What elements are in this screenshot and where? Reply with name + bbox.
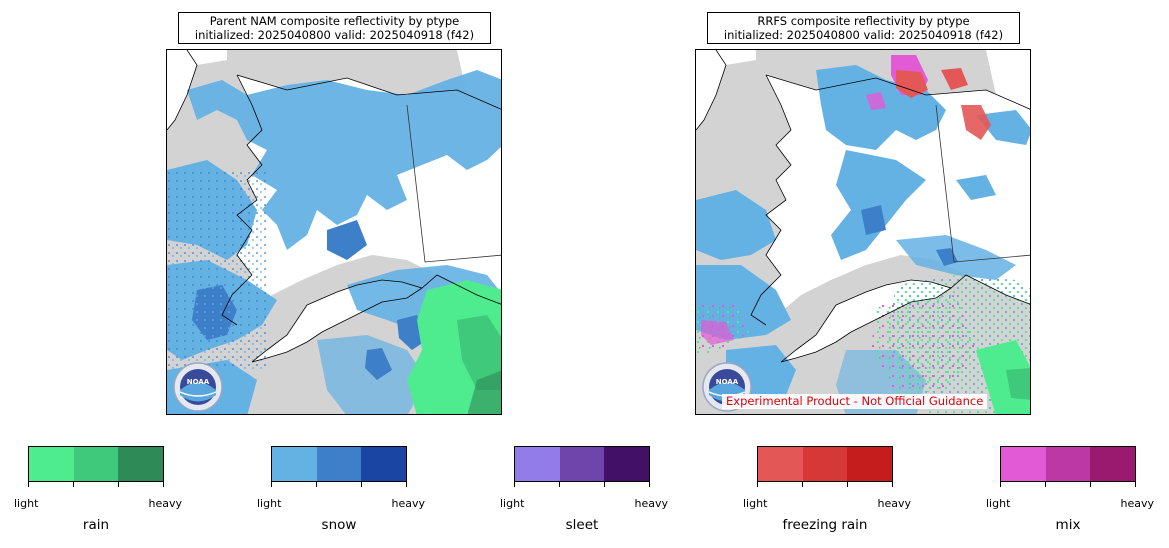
legend-snow-heavy-swatch xyxy=(361,447,407,481)
legend-sleet-heavy-swatch xyxy=(604,447,650,481)
legend-freezing-rain: light heavy freezing rain xyxy=(743,446,911,536)
legend-rain-light-swatch xyxy=(29,447,74,481)
legend-snow-moderate-swatch xyxy=(316,447,362,481)
nam-map: NOAA xyxy=(166,49,502,415)
legend-mix: light heavy mix xyxy=(986,446,1154,536)
left-panel-title: Parent NAM composite reflectivity by pty… xyxy=(178,12,491,44)
legend-freezing-rain-heavy-swatch xyxy=(847,447,893,481)
legend-sleet: light heavy sleet xyxy=(500,446,668,536)
rrfs-map: NOAA Experimental Product - Not Official… xyxy=(695,49,1031,415)
legend-freezing-rain-colorbar xyxy=(757,446,893,482)
legend-mix-heavy-swatch xyxy=(1090,447,1136,481)
svg-text:NOAA: NOAA xyxy=(716,378,739,386)
legend-sleet-moderate-swatch xyxy=(559,447,605,481)
legend-rain-colorbar xyxy=(28,446,164,482)
legend-rain-moderate-swatch xyxy=(73,447,119,481)
experimental-disclaimer: Experimental Product - Not Official Guid… xyxy=(722,394,988,409)
legend-mix-heavy-label: heavy xyxy=(1120,497,1155,510)
legend-rain: light heavy rain xyxy=(14,446,182,536)
legend-mix-light-label: light xyxy=(986,497,1011,510)
legend-sleet-light-label: light xyxy=(500,497,525,510)
legend-rain-title: rain xyxy=(82,517,110,533)
svg-text:NOAA: NOAA xyxy=(187,378,210,386)
legend-snow-colorbar xyxy=(271,446,407,482)
legend-rain-heavy-swatch xyxy=(118,447,164,481)
legend-freezing-rain-light-swatch xyxy=(758,447,803,481)
legend-freezing-rain-moderate-swatch xyxy=(802,447,848,481)
legend-freezing-rain-light-label: light xyxy=(743,497,768,510)
legend-sleet-light-swatch xyxy=(515,447,560,481)
right-title-line2: initialized: 2025040800 valid: 202504091… xyxy=(723,28,1004,42)
legend-snow-light-swatch xyxy=(272,447,317,481)
left-title-line1: Parent NAM composite reflectivity by pty… xyxy=(209,14,460,28)
right-title-line1: RRFS composite reflectivity by ptype xyxy=(757,14,970,28)
noaa-logo-left: NOAA xyxy=(173,362,223,412)
legend-snow-heavy-label: heavy xyxy=(391,497,426,510)
legend-snow-light-label: light xyxy=(257,497,282,510)
legend-rain-heavy-label: heavy xyxy=(148,497,183,510)
legend-sleet-heavy-label: heavy xyxy=(634,497,669,510)
legend-mix-light-swatch xyxy=(1001,447,1046,481)
legend-mix-title: mix xyxy=(1055,517,1081,533)
legend-snow-title: snow xyxy=(321,517,357,533)
legend-rain-light-label: light xyxy=(14,497,39,510)
legend-freezing-rain-title: freezing rain xyxy=(782,517,868,533)
snow-area xyxy=(187,70,501,250)
legend-sleet-title: sleet xyxy=(565,517,599,533)
legend-mix-colorbar xyxy=(1000,446,1136,482)
left-title-line2: initialized: 2025040800 valid: 202504091… xyxy=(194,28,475,42)
legend-mix-moderate-swatch xyxy=(1045,447,1091,481)
legend-sleet-colorbar xyxy=(514,446,650,482)
right-panel-title: RRFS composite reflectivity by ptype ini… xyxy=(707,12,1020,44)
legend-freezing-rain-heavy-label: heavy xyxy=(877,497,912,510)
legend-snow: light heavy snow xyxy=(257,446,425,536)
